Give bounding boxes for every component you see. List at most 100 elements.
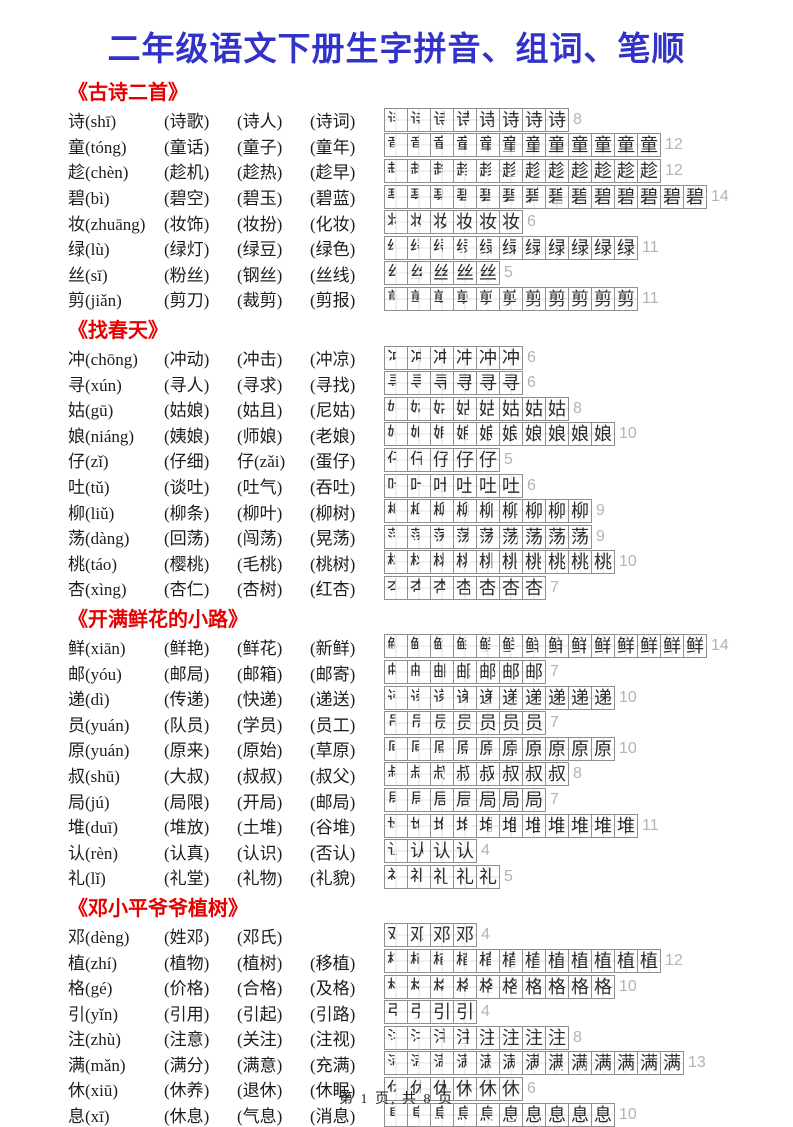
stroke-glyph: 童 <box>502 135 520 156</box>
word-item: (移植) <box>310 953 356 973</box>
stroke-glyph: 递 <box>525 687 543 708</box>
stroke-glyph: 邮 <box>525 662 543 683</box>
stroke-glyph: 趁 <box>479 160 497 181</box>
vocab-row: 趁(chèn) (趁机) (趁热) (趁早) 趁趁趁趁趁趁趁趁趁趁趁趁 12 <box>68 158 793 184</box>
stroke-box: 剪 <box>407 286 431 311</box>
stroke-glyph: 员 <box>433 713 451 734</box>
stroke-glyph: 碧 <box>479 186 497 207</box>
stroke-glyph: 满 <box>663 1053 681 1074</box>
stroke-box: 寻 <box>430 371 454 396</box>
stroke-box: 童 <box>614 133 638 158</box>
stroke-count: 12 <box>665 136 683 154</box>
word-item: (碧空) <box>164 189 210 209</box>
word-item: (姨娘) <box>164 426 210 446</box>
stroke-box: 吐 <box>407 473 431 498</box>
stroke-box: 满 <box>476 1051 500 1076</box>
stroke-glyph: 诗 <box>502 109 520 130</box>
stroke-glyph: 植 <box>456 951 474 972</box>
stroke-glyph: 趁 <box>594 160 612 181</box>
stroke-glyph: 递 <box>410 687 428 708</box>
stroke-box: 鲜 <box>476 634 500 659</box>
stroke-order-boxes: 认认认认 <box>384 839 477 864</box>
stroke-glyph: 姑 <box>410 398 428 419</box>
word-item: (消息) <box>310 1107 356 1127</box>
stroke-box: 植 <box>453 949 477 974</box>
stroke-glyph: 认 <box>410 841 428 862</box>
stroke-box: 吐 <box>430 473 454 498</box>
word-item: (碧玉) <box>237 189 283 209</box>
stroke-glyph: 植 <box>479 951 497 972</box>
stroke-box: 礼 <box>384 864 408 889</box>
vocab-row: 满(mǎn) (满分) (满意) (充满) 满满满满满满满满满满满满满 13 <box>68 1051 793 1077</box>
stroke-box: 鲜 <box>683 634 707 659</box>
stroke-box: 原 <box>384 736 408 761</box>
stroke-glyph: 桃 <box>594 552 612 573</box>
stroke-glyph: 荡 <box>525 526 543 547</box>
stroke-box: 趁 <box>407 158 431 183</box>
stroke-glyph: 娘 <box>410 424 428 445</box>
stroke-box: 剪 <box>476 286 500 311</box>
stroke-count: 8 <box>573 110 582 128</box>
stroke-glyph: 碧 <box>594 186 612 207</box>
stroke-box: 剪 <box>453 286 477 311</box>
stroke-box: 趁 <box>430 158 454 183</box>
stroke-glyph: 荡 <box>479 526 497 547</box>
stroke-glyph: 桃 <box>571 552 589 573</box>
stroke-glyph: 递 <box>433 687 451 708</box>
word-item: (谈吐) <box>164 478 210 498</box>
stroke-box: 格 <box>499 974 523 999</box>
stroke-glyph: 碧 <box>410 186 428 207</box>
word-item: (引起) <box>237 1004 283 1024</box>
stroke-box: 童 <box>568 133 592 158</box>
stroke-count: 6 <box>527 213 536 231</box>
stroke-box: 员 <box>476 711 500 736</box>
stroke-glyph: 叔 <box>525 764 543 785</box>
stroke-glyph: 鲜 <box>640 636 658 657</box>
stroke-glyph: 鲜 <box>387 636 405 657</box>
stroke-box: 植 <box>614 949 638 974</box>
stroke-box: 碧 <box>407 184 431 209</box>
stroke-glyph: 注 <box>548 1027 566 1048</box>
stroke-glyph: 娘 <box>433 424 451 445</box>
stroke-glyph: 叔 <box>410 764 428 785</box>
vocab-row: 堆(duī) (堆放) (土堆) (谷堆) 堆堆堆堆堆堆堆堆堆堆堆 11 <box>68 813 793 839</box>
stroke-glyph: 趁 <box>502 160 520 181</box>
word-item: (及格) <box>310 979 356 999</box>
stroke-box: 堆 <box>430 813 454 838</box>
stroke-count: 7 <box>550 791 559 809</box>
character-pinyin: 注(zhù) <box>68 1030 121 1050</box>
stroke-order-boxes: 格格格格格格格格格格 <box>384 974 615 999</box>
word-item: (邮局) <box>310 792 356 812</box>
stroke-box: 递 <box>545 685 569 710</box>
word-item: (叔叔) <box>237 766 283 786</box>
stroke-box: 格 <box>568 974 592 999</box>
stroke-glyph: 娘 <box>456 424 474 445</box>
word-item: (柳条) <box>164 503 210 523</box>
stroke-box: 格 <box>430 974 454 999</box>
stroke-glyph: 格 <box>433 976 451 997</box>
stroke-box: 植 <box>637 949 661 974</box>
stroke-box: 叔 <box>384 762 408 787</box>
stroke-box: 碧 <box>430 184 454 209</box>
word-item: (冲凉) <box>310 350 356 370</box>
stroke-glyph: 妆 <box>456 212 474 233</box>
stroke-order-boxes: 堆堆堆堆堆堆堆堆堆堆堆 <box>384 813 638 838</box>
stroke-glyph: 寻 <box>410 373 428 394</box>
stroke-glyph: 局 <box>433 790 451 811</box>
stroke-count: 10 <box>619 739 637 757</box>
character-pinyin: 礼(lǐ) <box>68 869 106 889</box>
stroke-glyph: 堆 <box>548 815 566 836</box>
stroke-box: 仔 <box>476 447 500 472</box>
stroke-box: 格 <box>384 974 408 999</box>
stroke-glyph: 格 <box>479 976 497 997</box>
stroke-box: 植 <box>407 949 431 974</box>
vocab-row: 冲(chōng) (冲动) (冲击) (冲凉) 冲冲冲冲冲冲 6 <box>68 345 793 371</box>
stroke-count: 7 <box>550 663 559 681</box>
stroke-glyph: 递 <box>456 687 474 708</box>
stroke-glyph: 员 <box>410 713 428 734</box>
stroke-glyph: 诗 <box>387 109 405 130</box>
stroke-box: 鲜 <box>522 634 546 659</box>
stroke-box: 碧 <box>637 184 661 209</box>
stroke-box: 堆 <box>614 813 638 838</box>
stroke-glyph: 童 <box>548 135 566 156</box>
